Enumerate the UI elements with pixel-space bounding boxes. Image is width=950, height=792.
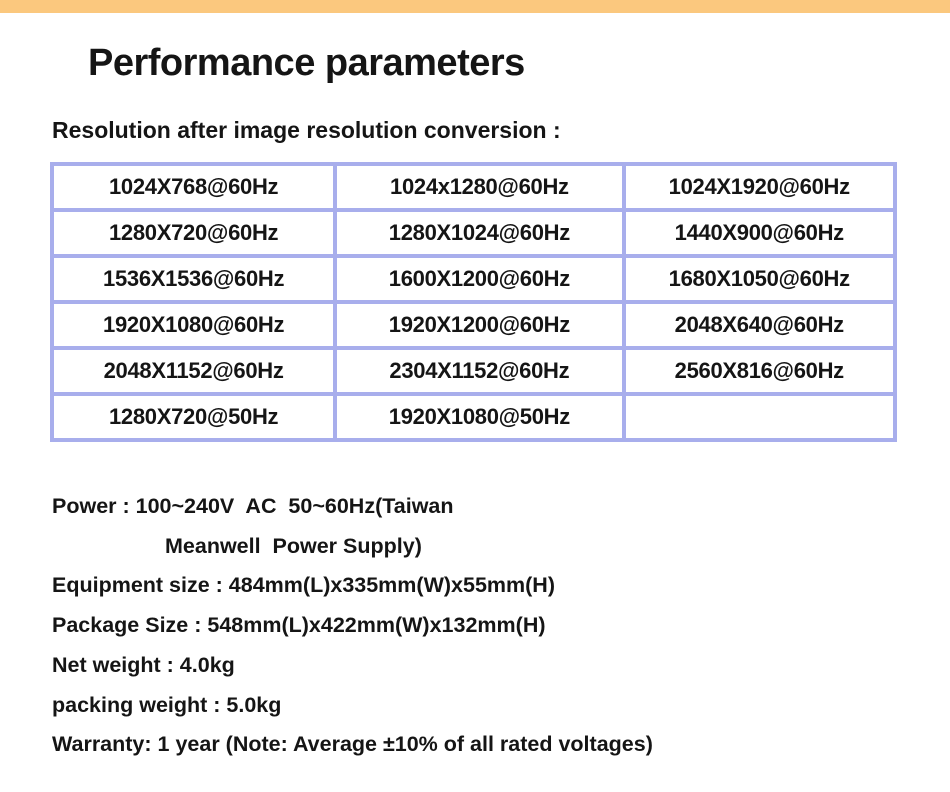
table-cell: 2560X816@60Hz [621,346,898,396]
table-cell: 1920X1080@60Hz [49,300,338,350]
table-cell: 1280X720@50Hz [49,392,338,442]
table-cell: 1024X768@60Hz [49,162,338,212]
spec-packing-weight: packing weight : 5.0kg [52,692,282,717]
table-cell: 1024X1920@60Hz [621,162,898,212]
table-cell: 2048X1152@60Hz [49,346,338,396]
table-cell: 1680X1050@60Hz [621,254,898,304]
table-row: 1280X720@60Hz 1280X1024@60Hz 1440X900@60… [49,208,898,258]
table-row: 1280X720@50Hz 1920X1080@50Hz [49,392,898,442]
table-cell: 1440X900@60Hz [621,208,898,258]
spec-list: Power : 100~240V AC 50~60Hz(Taiwan Meanw… [52,487,653,765]
spec-power-continued: Meanwell Power Supply) [165,533,422,558]
table-cell: 1536X1536@60Hz [49,254,338,304]
table-cell: 1920X1080@50Hz [333,392,626,442]
table-cell: 1600X1200@60Hz [333,254,626,304]
spec-net-weight: Net weight : 4.0kg [52,652,235,677]
table-row: 1024X768@60Hz 1024x1280@60Hz 1024X1920@6… [49,162,898,212]
table-cell: 1280X1024@60Hz [333,208,626,258]
spec-equipment-size: Equipment size : 484mm(L)x335mm(W)x55mm(… [52,573,555,598]
table-row: 1536X1536@60Hz 1600X1200@60Hz 1680X1050@… [49,254,898,304]
spec-package-size: Package Size : 548mm(L)x422mm(W)x132mm(H… [52,613,546,638]
table-cell: 2048X640@60Hz [621,300,898,350]
resolution-section-label: Resolution after image resolution conver… [52,117,561,143]
spec-warranty: Warranty: 1 year (Note: Average ±10% of … [52,732,653,757]
top-accent-bar [0,0,950,13]
page-title: Performance parameters [88,42,525,84]
table-cell: 1024x1280@60Hz [333,162,626,212]
table-cell: 1280X720@60Hz [49,208,338,258]
table-cell [621,392,898,442]
table-row: 1920X1080@60Hz 1920X1200@60Hz 2048X640@6… [49,300,898,350]
table-cell: 2304X1152@60Hz [333,346,626,396]
spec-power: Power : 100~240V AC 50~60Hz(Taiwan [52,494,454,518]
resolution-table: 1024X768@60Hz 1024x1280@60Hz 1024X1920@6… [49,162,898,442]
table-cell: 1920X1200@60Hz [333,300,626,350]
table-row: 2048X1152@60Hz 2304X1152@60Hz 2560X816@6… [49,346,898,396]
